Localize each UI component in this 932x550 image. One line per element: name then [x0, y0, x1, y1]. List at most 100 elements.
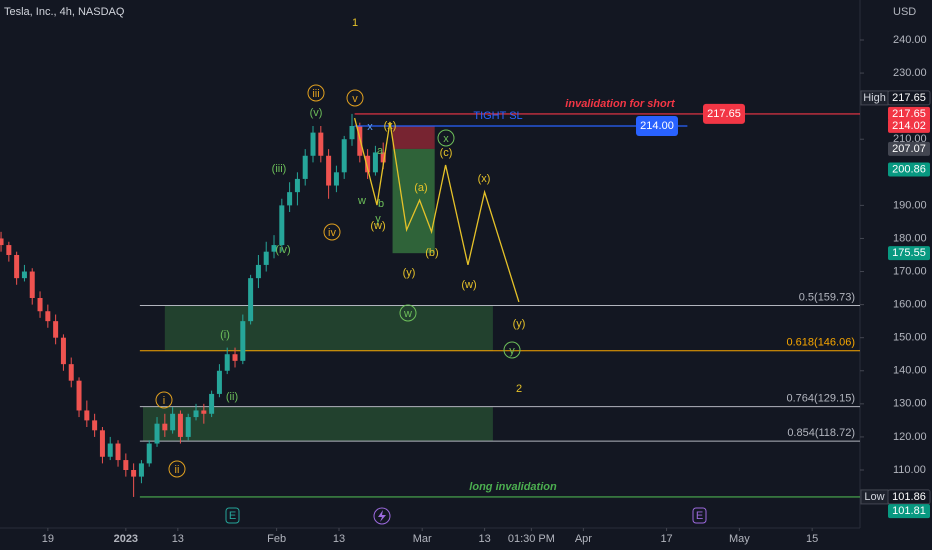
candle-body — [318, 132, 324, 156]
candle-body — [240, 321, 246, 361]
y-tick-label: 180.00 — [893, 232, 927, 244]
candle-body — [99, 430, 105, 457]
wave-label: w — [357, 195, 366, 207]
candle-body — [60, 337, 66, 365]
wave-label: iv — [328, 227, 336, 239]
x-tick-label: Apr — [575, 533, 592, 545]
candle-body — [162, 423, 168, 431]
candle-body — [37, 297, 43, 312]
price-tag — [888, 118, 930, 133]
price-tag-label: 101.81 — [892, 505, 926, 517]
wave-label: ii — [175, 464, 180, 476]
candle-body — [209, 393, 215, 414]
candle-body — [131, 469, 137, 477]
x-tick-label: 13 — [478, 533, 490, 545]
x-tick-label: 13 — [333, 533, 345, 545]
candle-body — [92, 420, 98, 431]
wave-circle — [323, 223, 341, 241]
wave-circle — [346, 89, 364, 107]
candle-body — [154, 423, 160, 444]
currency: USD — [893, 6, 916, 18]
candle-body — [372, 152, 378, 173]
y-tick-label: 150.00 — [893, 332, 927, 344]
candle-body — [279, 205, 285, 246]
candle-body — [349, 125, 355, 140]
event-icon[interactable]: E — [225, 507, 240, 524]
x-tick-label: 01:30 PM — [508, 533, 555, 545]
wave-label: x — [443, 133, 449, 145]
wave-label: y — [509, 345, 515, 357]
candle-body — [138, 463, 144, 477]
y-tick-label: 170.00 — [893, 265, 927, 277]
wave-circle — [399, 304, 417, 322]
wave-label: (y) — [513, 318, 526, 330]
y-tick-label: 190.00 — [893, 199, 927, 211]
candle-body — [232, 354, 238, 361]
target-zone — [392, 148, 435, 254]
level-text: TIGHT SL — [473, 110, 522, 122]
fib-label: 0.854(118.72) — [787, 427, 855, 439]
candle-body — [0, 238, 4, 246]
wave-circle — [155, 391, 173, 409]
price-tag — [888, 162, 930, 177]
wave-label: a — [377, 145, 384, 157]
candle-body — [365, 155, 371, 173]
wave-label: (x) — [384, 120, 397, 132]
wave-label: (y) — [403, 267, 416, 279]
y-tick-label: 240.00 — [893, 34, 927, 46]
candle-body — [302, 155, 308, 179]
wave-circle — [307, 84, 325, 102]
earnings-icon[interactable] — [692, 507, 707, 524]
candle-body — [185, 417, 191, 437]
news-icon[interactable] — [373, 507, 391, 525]
tag-prefix: Low — [864, 491, 884, 503]
candle-body — [224, 354, 230, 371]
fib-label: 0.618(146.06) — [787, 337, 856, 349]
x-tick-label: 19 — [42, 533, 54, 545]
x-tick-label: May — [729, 533, 750, 545]
wave-label: w — [403, 308, 412, 320]
event-icon[interactable]: E — [692, 507, 707, 524]
candle-body — [45, 311, 51, 322]
level-tag — [703, 103, 745, 124]
price-tag — [887, 90, 931, 106]
candle-body — [21, 271, 27, 279]
wave-label: b — [378, 198, 384, 210]
wave-label: (v) — [310, 107, 323, 119]
wave-label: (w) — [370, 220, 385, 232]
price-tag-label: 217.65 — [892, 108, 926, 120]
event-icon[interactable] — [373, 507, 391, 525]
y-tick-label: 120.00 — [893, 431, 927, 443]
price-tag — [888, 141, 930, 156]
x-tick-label: 17 — [660, 533, 672, 545]
price-tag — [887, 489, 931, 505]
earnings-icon-letter: E — [229, 510, 236, 522]
x-tick-label: Feb — [267, 533, 286, 545]
wave-label: y — [375, 213, 381, 225]
wave-label: iii — [312, 88, 319, 100]
wave-label: (c) — [440, 147, 453, 159]
price-tag-label: 101.86 — [892, 491, 926, 503]
y-tick-label: 110.00 — [893, 464, 926, 476]
news-icon-bolt — [378, 510, 386, 522]
price-tag-label: 200.86 — [892, 163, 926, 175]
x-tick-label: 2023 — [114, 533, 138, 545]
wave-circle — [437, 129, 455, 147]
level-tag-label: 217.65 — [707, 108, 741, 120]
level-text: invalidation for short — [565, 98, 676, 110]
level-tag — [636, 115, 678, 136]
candle-body — [201, 410, 207, 414]
candle-body — [310, 132, 316, 156]
wave-label: x — [367, 121, 373, 133]
y-tick-label: 160.00 — [893, 299, 927, 311]
fib-label: 0.5(159.73) — [799, 291, 855, 303]
fib-label: 0.764(129.15) — [787, 393, 856, 405]
wave-label: (iv) — [275, 244, 290, 256]
price-tag — [888, 106, 930, 121]
candle-body — [271, 245, 277, 252]
level-tag-label: 214.00 — [640, 120, 674, 132]
earnings-icon[interactable] — [225, 507, 240, 524]
candle-body — [29, 271, 35, 298]
